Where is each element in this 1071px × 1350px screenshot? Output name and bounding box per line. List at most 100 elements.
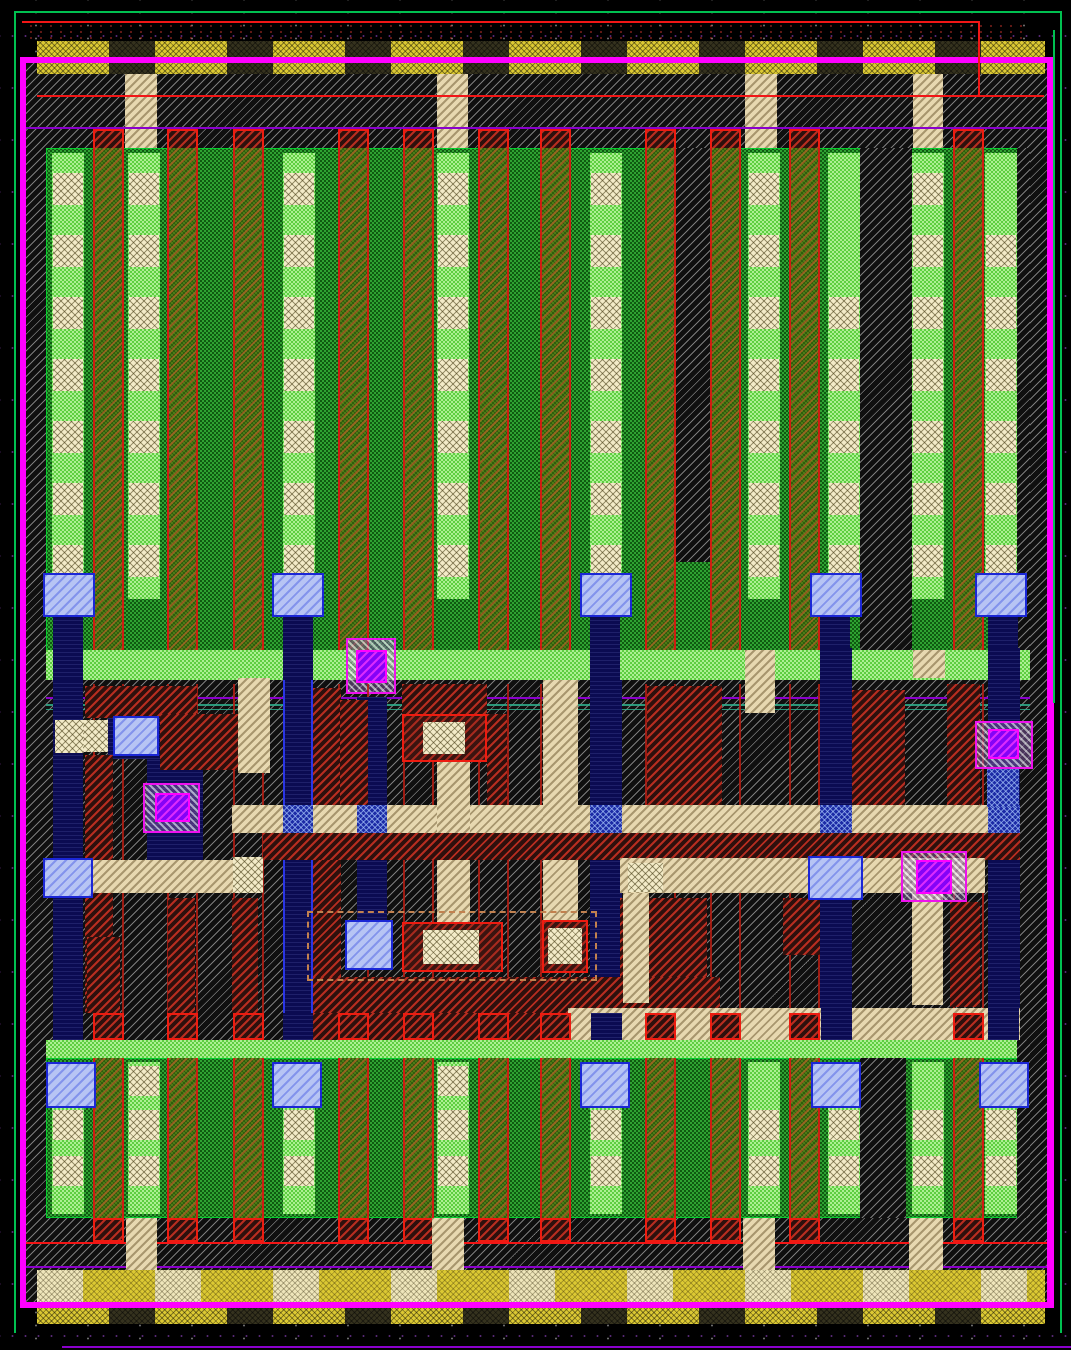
- poly-strap-t3: [745, 74, 777, 150]
- m1-pad-top-0: [43, 573, 95, 617]
- contact-cut: [438, 1066, 468, 1096]
- contact-cut: [284, 483, 314, 515]
- active-edge-right: [1017, 148, 1030, 654]
- m1x-1: [283, 805, 313, 833]
- contact-cut: [438, 297, 468, 329]
- poly-gate-stub-mid-9: [789, 1013, 820, 1040]
- contact-cut: [913, 297, 943, 329]
- poly-gate-stub-mid-0: [93, 1013, 124, 1040]
- contact-c: [233, 857, 263, 893]
- contact-cut: [591, 173, 621, 205]
- diff-break-b: [860, 148, 912, 654]
- poly-gate-stub-bot-5: [478, 1218, 509, 1242]
- m1-stub-top-2: [590, 615, 620, 685]
- contact-cut: [284, 421, 314, 453]
- contact-cut: [129, 1156, 159, 1186]
- contact-cut: [591, 1110, 621, 1140]
- contact-cut: [591, 545, 621, 577]
- contact-cut: [749, 359, 779, 391]
- contact-cut: [591, 483, 621, 515]
- contact-cut: [986, 297, 1016, 329]
- poly-gate-stub-mid-3: [338, 1013, 369, 1040]
- poly-gate-stub-bot-0: [93, 1218, 124, 1242]
- m1-pad-top-4: [975, 573, 1027, 617]
- poly-gate-top-6: [540, 148, 571, 654]
- frame-green-right: [1060, 11, 1062, 1333]
- poly-gate-stub-bot-6: [540, 1218, 571, 1242]
- contact-cut: [53, 173, 83, 205]
- m1-stub-top-0: [53, 615, 83, 685]
- contact-cut: [986, 235, 1016, 267]
- poly-gate-stub-top-1: [167, 129, 198, 150]
- frame-green-right2: [1053, 30, 1055, 703]
- contact-cut: [129, 235, 159, 267]
- m1-stub-top-1: [283, 615, 313, 685]
- contact-cut: [829, 421, 859, 453]
- contact-cut: [129, 1066, 159, 1096]
- poly-1: [85, 686, 197, 718]
- poly-16: [232, 898, 258, 1013]
- contact-cut: [591, 1156, 621, 1186]
- poly-6: [402, 684, 487, 714]
- contact-b: [83, 720, 108, 752]
- contact-cut: [913, 235, 943, 267]
- contact-cut: [986, 421, 1016, 453]
- contact-cut: [749, 173, 779, 205]
- li-strap-g: [745, 650, 775, 713]
- m1-pad-2: [43, 858, 93, 898]
- poly-gate-bot-7: [645, 1058, 676, 1218]
- contact-cut: [53, 421, 83, 453]
- contact-cut: [749, 1156, 779, 1186]
- contact-cut: [284, 297, 314, 329]
- gnd-tap-band: [46, 1040, 1030, 1060]
- frame-red-right: [978, 21, 980, 97]
- poly-gate-stub-mid-7: [645, 1013, 676, 1040]
- poly-gate-top-2: [233, 148, 264, 654]
- poly-strap-t2: [437, 74, 468, 150]
- contact-cut: [53, 483, 83, 515]
- gnd-rail-upper: [37, 1270, 1045, 1303]
- m1-pad-top-2: [580, 573, 632, 617]
- contact-cut: [749, 421, 779, 453]
- contact-cut: [129, 173, 159, 205]
- diff-break-a: [676, 148, 710, 562]
- poly-gate-bot-8: [710, 1058, 741, 1218]
- poly-gate-top-3: [338, 148, 369, 654]
- select-line-mid: [46, 697, 1030, 699]
- contact-cut: [129, 545, 159, 577]
- poly-gate-stub-bot-4: [403, 1218, 434, 1242]
- li-strap-a: [238, 678, 270, 773]
- contact-cut: [986, 1110, 1016, 1140]
- implant-line-top: [26, 127, 1047, 129]
- poly-gate-stub-mid-1: [167, 1013, 198, 1040]
- poly-8: [647, 686, 722, 808]
- poly-gate-top-4: [403, 148, 434, 654]
- m1-pad-bot-1: [272, 1062, 322, 1108]
- contact-cut: [986, 483, 1016, 515]
- poly-gate-stub-top-9: [789, 129, 820, 150]
- m1x-7: [987, 767, 1019, 807]
- poly-9: [852, 690, 905, 805]
- select-dash: [307, 911, 597, 981]
- poly-gate-stub-mid-8: [710, 1013, 741, 1040]
- contact-cut: [591, 235, 621, 267]
- li-strap-h: [913, 650, 945, 678]
- poly-strap-b1: [126, 1218, 157, 1270]
- boundary-right: [1047, 57, 1054, 1308]
- well-edge-b: [46, 709, 1030, 710]
- m1x-2: [357, 805, 387, 833]
- poly-14: [87, 937, 120, 1013]
- m1-pad-1: [113, 716, 159, 756]
- contact-cut: [913, 483, 943, 515]
- poly-gate-stub-bot-8: [710, 1218, 741, 1242]
- contact-cut: [913, 1110, 943, 1140]
- contact-cut: [284, 235, 314, 267]
- contact-cut: [913, 173, 943, 205]
- contact-cut: [284, 173, 314, 205]
- poly-gate-stub-bot-2: [233, 1218, 264, 1242]
- poly-gate-stub-top-8: [710, 129, 741, 150]
- poly-gate-top-9: [789, 148, 820, 654]
- frame-green-top: [14, 11, 1062, 13]
- boundary-left: [20, 57, 26, 1308]
